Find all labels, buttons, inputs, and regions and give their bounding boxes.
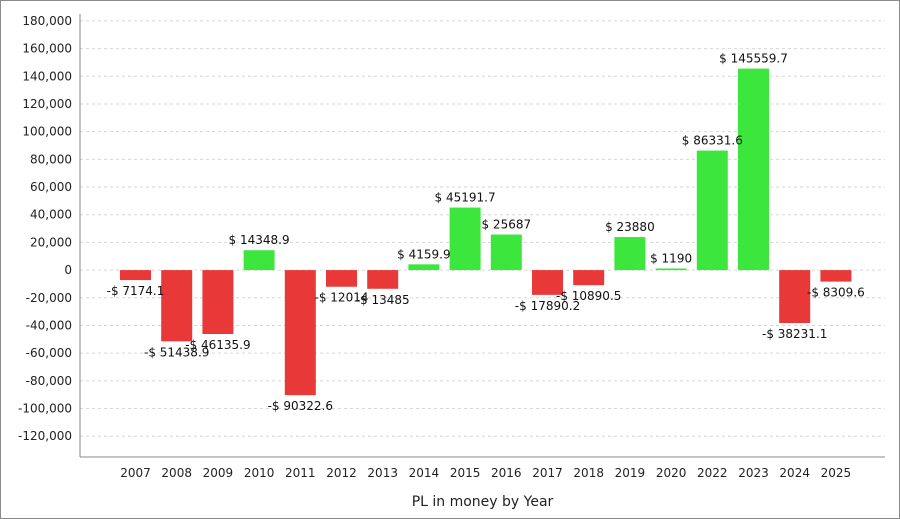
data-label-2008: -$ 51438.9 xyxy=(144,345,209,359)
bar-2014 xyxy=(408,264,440,271)
data-label-2020: $ 1190 xyxy=(650,251,692,265)
data-label-2014: $ 4159.9 xyxy=(397,247,450,261)
bar-2019 xyxy=(614,237,646,271)
bar-2020 xyxy=(655,268,687,271)
y-tick-label: -20,000 xyxy=(26,291,72,305)
bar-2016 xyxy=(490,234,522,271)
x-tick-label: 2022 xyxy=(697,466,728,480)
x-tick-label: 2011 xyxy=(285,466,316,480)
data-label-2019: $ 23880 xyxy=(605,220,655,234)
bars xyxy=(120,68,852,396)
y-tick-label: -100,000 xyxy=(18,402,72,416)
data-label-2011: -$ 90322.6 xyxy=(268,399,333,413)
bar-2008 xyxy=(161,270,193,342)
x-tick-label: 2009 xyxy=(203,466,234,480)
x-tick-label: 2023 xyxy=(738,466,769,480)
x-tick-label: 2015 xyxy=(450,466,481,480)
axes xyxy=(79,14,885,458)
bar-2010 xyxy=(243,250,275,271)
y-tick-label: 40,000 xyxy=(30,208,72,222)
data-label-2010: $ 14348.9 xyxy=(229,233,290,247)
data-label-2022: $ 86331.6 xyxy=(682,134,743,148)
y-tick-label: 80,000 xyxy=(30,152,72,166)
bar-2023 xyxy=(738,68,769,271)
y-tick-label: -120,000 xyxy=(18,429,72,443)
bar-2013 xyxy=(367,270,399,289)
data-label-2015: $ 45191.7 xyxy=(435,191,496,205)
x-tick-label: 2019 xyxy=(615,466,646,480)
bar-2007 xyxy=(120,270,151,281)
bar-2025 xyxy=(820,270,852,282)
data-label-2023: $ 145559.7 xyxy=(719,52,788,66)
bar-2012 xyxy=(326,270,357,287)
bar-2018 xyxy=(573,270,605,286)
data-label-2016: $ 25687 xyxy=(481,218,531,232)
y-tick-label: 160,000 xyxy=(22,42,72,56)
bar-2022 xyxy=(696,150,728,271)
data-label-2009: -$ 46135.9 xyxy=(185,338,250,352)
y-tick-label: 180,000 xyxy=(22,14,72,28)
data-label-2018: -$ 10890.5 xyxy=(556,289,621,303)
bar-2015 xyxy=(449,207,481,271)
x-tick-label: 2010 xyxy=(244,466,275,480)
y-tick-labels: 180,000 160,000 140,000 120,000 100,000 80,00… xyxy=(18,14,72,443)
x-tick-label: 2017 xyxy=(532,466,563,480)
y-tick-label: 120,000 xyxy=(22,97,72,111)
y-tick-label: 20,000 xyxy=(30,235,72,249)
x-tick-label: 2025 xyxy=(821,466,852,480)
data-label-2017: -$ 17890.2 xyxy=(515,299,580,313)
data-label-2013: -$ 13485 xyxy=(356,293,410,307)
data-label-2025: -$ 8309.6 xyxy=(807,286,865,300)
x-tick-label: 2016 xyxy=(491,466,522,480)
x-tick-label: 2013 xyxy=(367,466,398,480)
x-tick-label: 2014 xyxy=(409,466,440,480)
x-tick-label: 2012 xyxy=(326,466,357,480)
x-tick-label: 2018 xyxy=(573,466,604,480)
data-label-2012: -$ 12014 xyxy=(315,291,369,305)
x-tick-label: 2008 xyxy=(161,466,192,480)
y-tick-label: -60,000 xyxy=(26,346,72,360)
y-tick-label: -80,000 xyxy=(26,374,72,388)
y-tick-label: 60,000 xyxy=(30,180,72,194)
x-tick-label: 2024 xyxy=(779,466,810,480)
data-labels: -$ 7174.1 -$ 51438.9-$ 46135.9 $ 14348.9 -$… xyxy=(107,52,865,414)
x-tick-labels: 2007 2008 2009 2010 2011 2012 2013 2014 2015 2016… xyxy=(120,466,851,480)
y-tick-label: -40,000 xyxy=(26,318,72,332)
y-tick-label: 0 xyxy=(64,263,72,277)
data-label-2007: -$ 7174.1 xyxy=(107,284,165,298)
x-tick-label: 2020 xyxy=(656,466,687,480)
bar-2011 xyxy=(284,270,316,396)
y-tick-label: 140,000 xyxy=(22,69,72,83)
y-tick-label: 100,000 xyxy=(22,125,72,139)
x-tick-label: 2007 xyxy=(120,466,151,480)
data-label-2024: -$ 38231.1 xyxy=(762,327,827,341)
bar-2017 xyxy=(532,270,563,295)
bar-2009 xyxy=(202,270,234,334)
bar-2024 xyxy=(779,270,811,324)
x-axis-title: PL in money by Year xyxy=(412,494,554,510)
